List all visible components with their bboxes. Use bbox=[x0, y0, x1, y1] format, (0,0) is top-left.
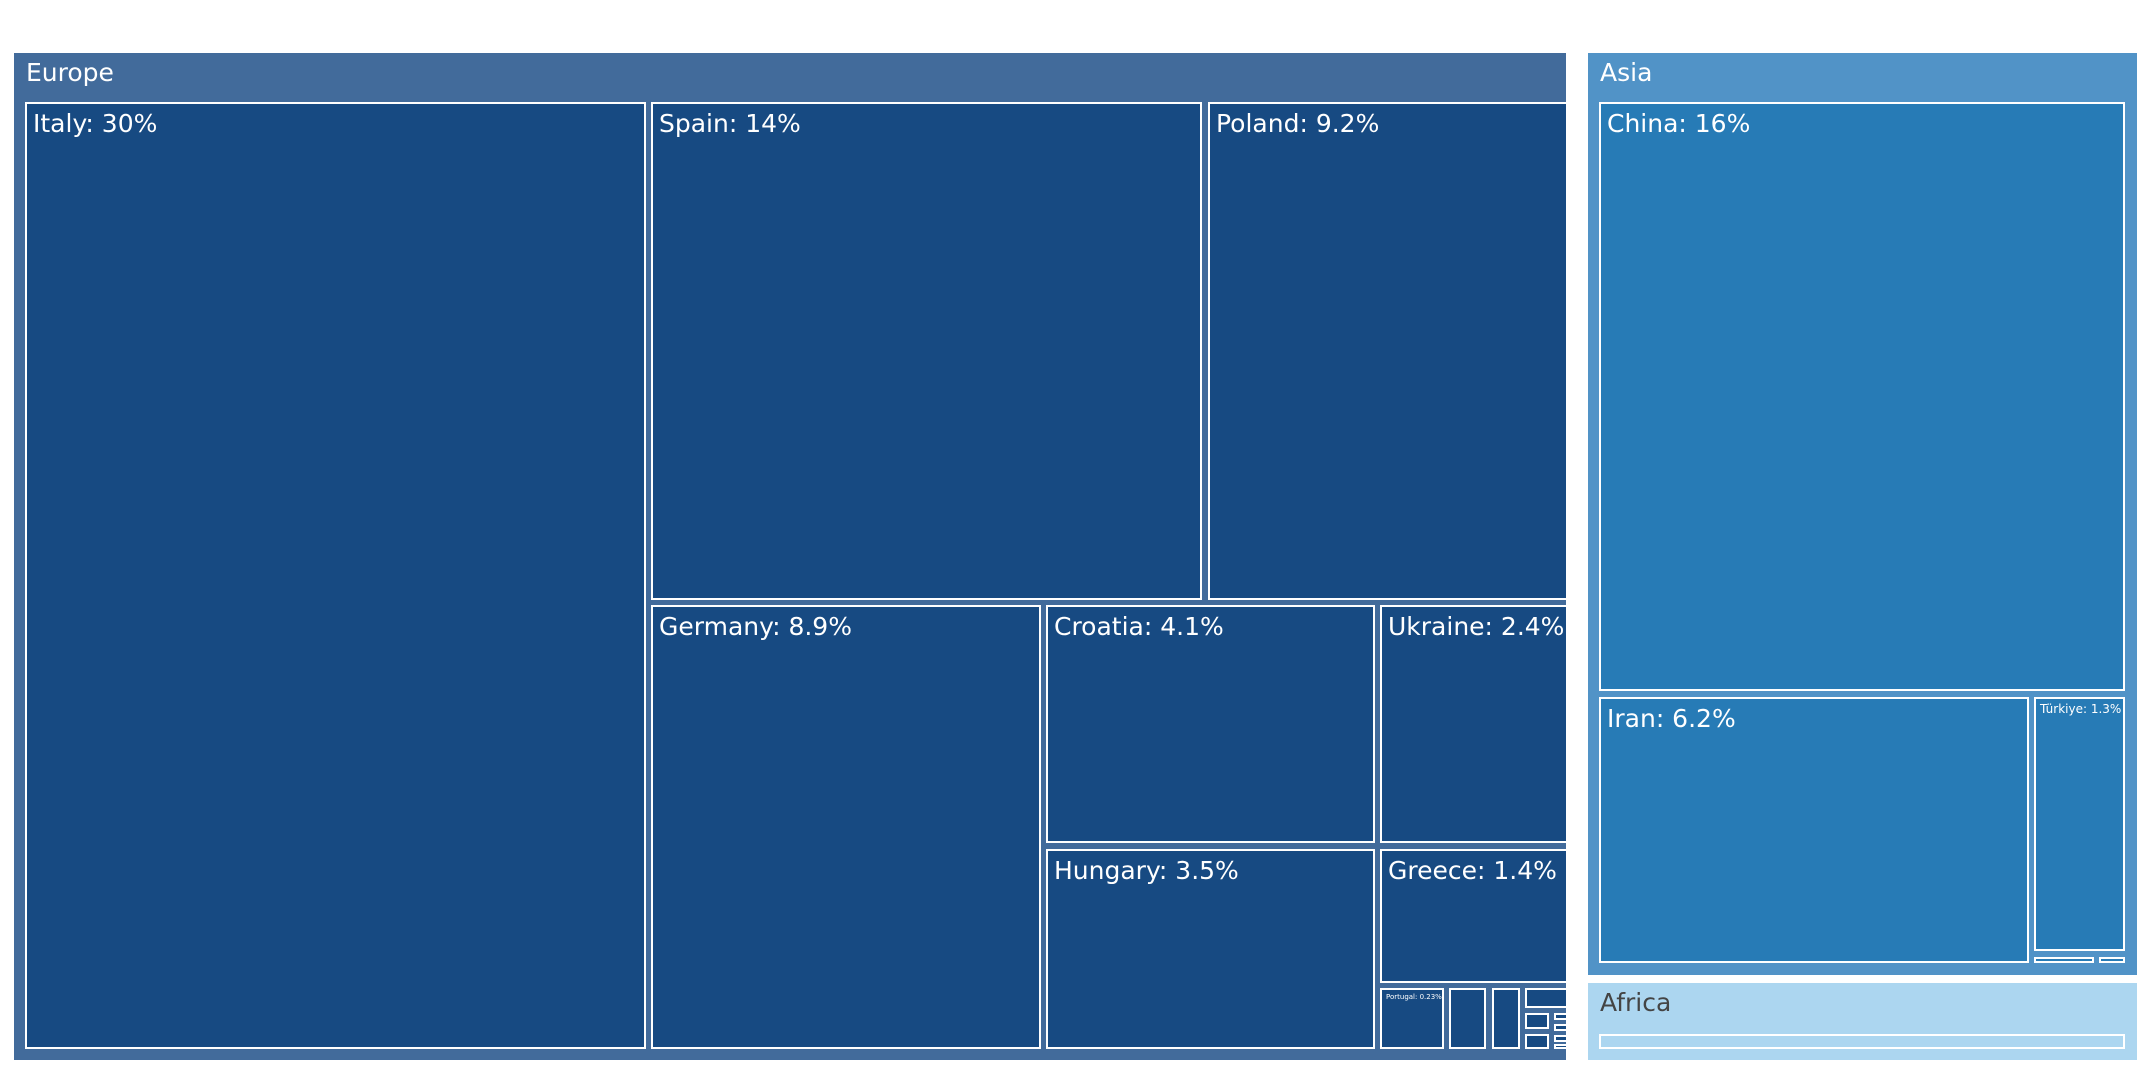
tile-label-china: China: 16% bbox=[1607, 109, 1751, 138]
tile-label-portugal: Portugal: 0.23% bbox=[1386, 993, 1442, 1001]
tile-small-b[interactable] bbox=[2099, 957, 2125, 963]
tile-label-poland: Poland: 9.2% bbox=[1216, 109, 1380, 138]
tile-label-germany: Germany: 8.9% bbox=[659, 612, 852, 641]
tile-label-iran: Iran: 6.2% bbox=[1607, 704, 1736, 733]
tile-ukraine[interactable]: Ukraine: 2.4% bbox=[1380, 605, 1568, 843]
tile-small-3[interactable] bbox=[1525, 988, 1568, 1008]
tile-small-8[interactable] bbox=[1554, 1035, 1568, 1042]
tile-label-t-rkiye: Türkiye: 1.3% bbox=[2040, 702, 2122, 716]
group-label-europe: Europe bbox=[26, 58, 114, 87]
group-label-africa: Africa bbox=[1600, 988, 1672, 1017]
tile-spain[interactable]: Spain: 14% bbox=[651, 102, 1202, 600]
tile-china[interactable]: China: 16% bbox=[1599, 102, 2125, 691]
tile-small-4[interactable] bbox=[1525, 1013, 1549, 1029]
tile-small-c[interactable] bbox=[1599, 1034, 2125, 1049]
group-label-asia: Asia bbox=[1600, 58, 1653, 87]
tile-label-italy: Italy: 30% bbox=[33, 109, 158, 138]
tile-portugal[interactable]: Portugal: 0.23% bbox=[1380, 988, 1444, 1049]
tile-small-7[interactable] bbox=[1554, 1024, 1568, 1031]
tile-small-a[interactable] bbox=[2034, 957, 2094, 963]
tile-greece[interactable]: Greece: 1.4% bbox=[1380, 849, 1568, 983]
group-africa[interactable]: Africa bbox=[1588, 983, 2137, 1060]
tile-label-greece: Greece: 1.4% bbox=[1388, 856, 1557, 885]
tile-label-spain: Spain: 14% bbox=[659, 109, 801, 138]
group-asia[interactable]: Asia China: 16% Iran: 6.2% Türkiye: 1.3% bbox=[1588, 53, 2137, 975]
group-europe[interactable]: Europe Italy: 30% Spain: 14% Poland: 9.2% Ge… bbox=[14, 53, 1568, 1060]
tile-label-ukraine: Ukraine: 2.4% bbox=[1388, 612, 1565, 641]
tile-label-croatia: Croatia: 4.1% bbox=[1054, 612, 1224, 641]
tile-small-1[interactable] bbox=[1449, 988, 1486, 1049]
tile-small-6[interactable] bbox=[1554, 1013, 1568, 1020]
tile-iran[interactable]: Iran: 6.2% bbox=[1599, 697, 2029, 963]
tile-croatia[interactable]: Croatia: 4.1% bbox=[1046, 605, 1375, 843]
tile-poland[interactable]: Poland: 9.2% bbox=[1208, 102, 1568, 600]
tile-t-rkiye[interactable]: Türkiye: 1.3% bbox=[2034, 697, 2125, 951]
tile-italy[interactable]: Italy: 30% bbox=[25, 102, 646, 1049]
tile-germany[interactable]: Germany: 8.9% bbox=[651, 605, 1041, 1049]
tile-small-2[interactable] bbox=[1492, 988, 1520, 1049]
tile-hungary[interactable]: Hungary: 3.5% bbox=[1046, 849, 1375, 1049]
tile-small-5[interactable] bbox=[1525, 1034, 1549, 1049]
tile-label-hungary: Hungary: 3.5% bbox=[1054, 856, 1239, 885]
tile-small-9[interactable] bbox=[1554, 1044, 1568, 1049]
